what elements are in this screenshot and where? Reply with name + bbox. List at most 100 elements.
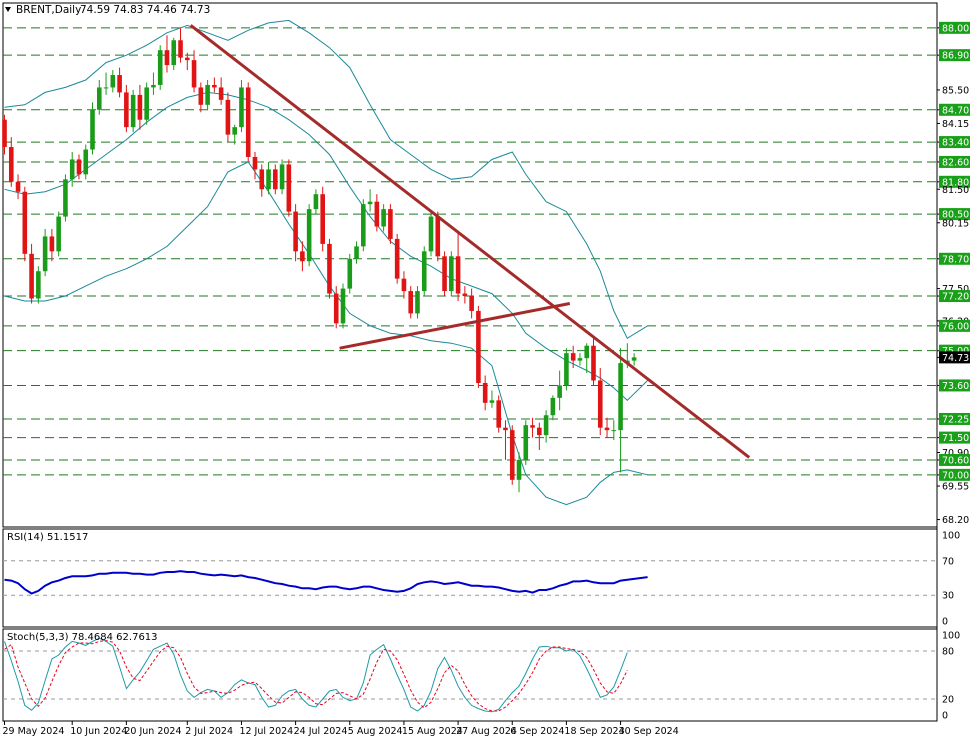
candle-body xyxy=(611,430,617,432)
symbol-label: BRENT,Daily xyxy=(16,4,81,16)
candle-body xyxy=(63,179,68,217)
candle-body xyxy=(212,84,217,88)
candle-body xyxy=(570,353,576,361)
price-tick-label: 83.40 xyxy=(942,138,969,149)
price-tick-label: 80.15 xyxy=(942,218,969,229)
price-tick-label: 86.90 xyxy=(942,51,969,62)
price-tick-label: 80.50 xyxy=(942,210,969,221)
candle-body xyxy=(354,246,359,259)
candle-body xyxy=(36,271,41,299)
candle-body xyxy=(273,169,278,190)
candle-body xyxy=(449,256,454,292)
bollinger-lower xyxy=(4,161,648,506)
candle-body xyxy=(137,94,143,120)
candle-body xyxy=(184,57,190,61)
candle-body xyxy=(381,209,386,227)
date-tick-label: 10 Jun 2024 xyxy=(70,726,127,737)
stoch-signal-line xyxy=(4,640,628,712)
candle-body xyxy=(56,216,61,252)
candle-body xyxy=(259,169,265,190)
candle-body xyxy=(564,353,569,386)
price-tick-label: 70.90 xyxy=(942,448,969,459)
price-tick-label: 85.50 xyxy=(942,85,969,96)
bollinger-upper xyxy=(4,19,648,340)
price-tick-label: 76.00 xyxy=(942,321,969,332)
rsi-label: RSI(14) 51.1517 xyxy=(7,532,88,543)
level-badge xyxy=(939,49,970,62)
candle-body xyxy=(584,345,590,359)
level-badge xyxy=(939,21,970,34)
price-tick-label: 81.80 xyxy=(942,177,969,188)
level-badge xyxy=(939,175,970,188)
candle-body xyxy=(509,430,515,480)
price-tick-label: 73.60 xyxy=(942,381,969,392)
candle-body xyxy=(144,87,149,120)
candle-body xyxy=(252,156,258,170)
price-tick-label: 88.00 xyxy=(942,23,969,34)
rsi-line xyxy=(4,570,648,595)
price-tick-label: 77.50 xyxy=(942,284,969,295)
stoch-label: Stoch(5,3,3) 78.4684 62.7613 xyxy=(7,632,158,643)
ohlc-readout: 74.59 74.83 74.46 74.73 xyxy=(80,4,210,16)
date-tick-label: 18 Sep 2024 xyxy=(564,726,624,737)
level-badge xyxy=(939,379,970,392)
candle-body xyxy=(374,201,380,227)
level-badge xyxy=(939,319,970,332)
candle-body xyxy=(232,127,237,135)
candle-body xyxy=(22,191,28,254)
candle-body xyxy=(205,84,210,105)
candle-body xyxy=(157,50,163,85)
candle-body xyxy=(455,256,461,294)
osc-tick-label: 0 xyxy=(942,617,948,628)
price-tick-label: 78.70 xyxy=(942,254,969,265)
candle-body xyxy=(442,256,447,292)
candle-body xyxy=(557,385,562,398)
date-tick-label: 24 Jul 2024 xyxy=(294,726,348,737)
candle-body xyxy=(286,164,292,212)
trendline-1[interactable] xyxy=(189,24,751,459)
candle-body xyxy=(577,358,583,361)
candle-body xyxy=(306,209,312,262)
collapse-triangle-icon[interactable] xyxy=(5,7,11,12)
date-tick-label: 12 Jul 2024 xyxy=(239,726,293,737)
candle-body xyxy=(29,253,34,299)
candle-body xyxy=(266,169,271,190)
candle-body xyxy=(49,236,55,252)
price-tick-label: 84.70 xyxy=(942,105,969,116)
candle-body xyxy=(476,310,481,383)
candle-body xyxy=(198,87,204,105)
date-tick-label: 6 Sep 2024 xyxy=(510,726,564,737)
level-badge xyxy=(939,468,970,481)
candle-body xyxy=(415,291,420,314)
osc-tick-label: 100 xyxy=(942,631,960,642)
candle-body xyxy=(347,258,353,289)
price-tick-label: 69.55 xyxy=(942,482,969,493)
osc-tick-label: 30 xyxy=(942,591,954,602)
candle-body xyxy=(96,87,102,110)
price-tick-label: 71.50 xyxy=(942,433,969,444)
candle-body xyxy=(327,243,332,294)
candle-body xyxy=(218,87,224,100)
candle-body xyxy=(2,119,7,148)
level-badge xyxy=(939,453,970,466)
candle-body xyxy=(293,211,298,252)
price-tick-label: 70.60 xyxy=(942,455,969,466)
candle-body xyxy=(124,92,129,128)
level-badge xyxy=(939,252,970,265)
candle-body xyxy=(394,238,400,279)
price-tick-label: 81.50 xyxy=(942,185,969,196)
price-tick-label: 84.15 xyxy=(942,119,969,130)
candle-body xyxy=(76,159,82,175)
date-tick-label: 30 Sep 2024 xyxy=(619,726,679,737)
candle-body xyxy=(110,75,116,88)
candle-body xyxy=(164,50,170,66)
candle-body xyxy=(597,380,603,428)
level-badge xyxy=(939,155,970,168)
osc-tick-label: 70 xyxy=(942,556,954,567)
trendline-2[interactable] xyxy=(339,302,571,350)
candle-body xyxy=(69,159,75,180)
date-tick-label: 2 Jul 2024 xyxy=(185,726,233,737)
level-badge xyxy=(939,290,970,303)
candle-body xyxy=(421,251,427,292)
